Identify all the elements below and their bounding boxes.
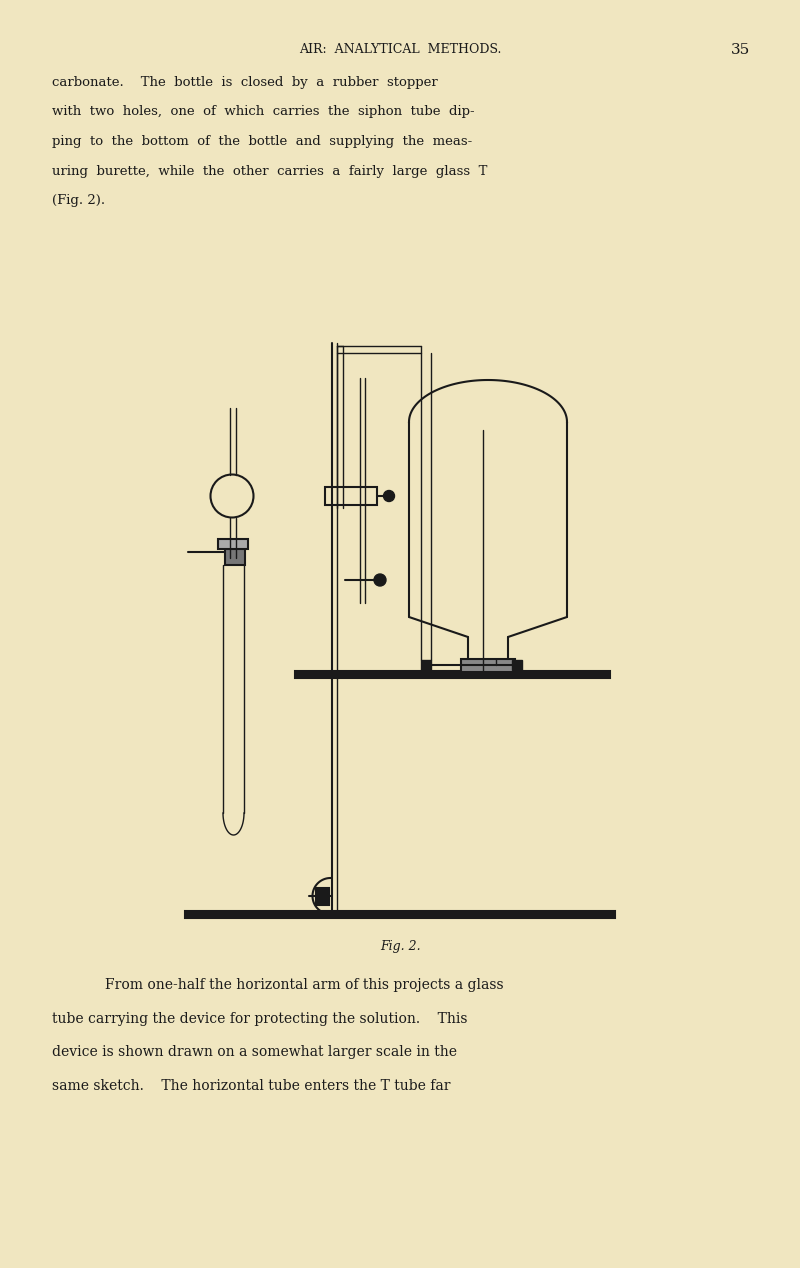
Bar	[315, 888, 329, 904]
Text: (Fig. 2).: (Fig. 2).	[52, 194, 105, 207]
Bar	[218, 539, 248, 549]
Text: ping  to  the  bottom  of  the  bottle  and  supplying  the  meas-: ping to the bottom of the bottle and sup…	[52, 134, 472, 148]
Bar	[421, 661, 431, 671]
Bar	[185, 910, 615, 918]
Text: AIR:  ANALYTICAL  METHODS.: AIR: ANALYTICAL METHODS.	[299, 43, 501, 56]
Text: with  two  holes,  one  of  which  carries  the  siphon  tube  dip-: with two holes, one of which carries the…	[52, 105, 474, 118]
Bar	[225, 547, 245, 566]
Text: From one-half the horizontal arm of this projects a glass: From one-half the horizontal arm of this…	[105, 978, 504, 992]
Text: carbonate.    The  bottle  is  closed  by  a  rubber  stopper: carbonate. The bottle is closed by a rub…	[52, 76, 438, 89]
Text: tube carrying the device for protecting the solution.    This: tube carrying the device for protecting …	[52, 1012, 467, 1026]
Bar	[461, 659, 515, 672]
Bar	[325, 487, 377, 505]
Bar	[512, 661, 522, 671]
Text: Fig. 2.: Fig. 2.	[380, 940, 420, 954]
Bar	[295, 671, 610, 678]
Circle shape	[374, 574, 386, 586]
Text: device is shown drawn on a somewhat larger scale in the: device is shown drawn on a somewhat larg…	[52, 1045, 457, 1059]
Text: 35: 35	[730, 43, 750, 57]
Text: same sketch.    The horizontal tube enters the T tube far: same sketch. The horizontal tube enters …	[52, 1079, 450, 1093]
Text: uring  burette,  while  the  other  carries  a  fairly  large  glass  T: uring burette, while the other carries a…	[52, 165, 487, 178]
Circle shape	[383, 491, 394, 502]
